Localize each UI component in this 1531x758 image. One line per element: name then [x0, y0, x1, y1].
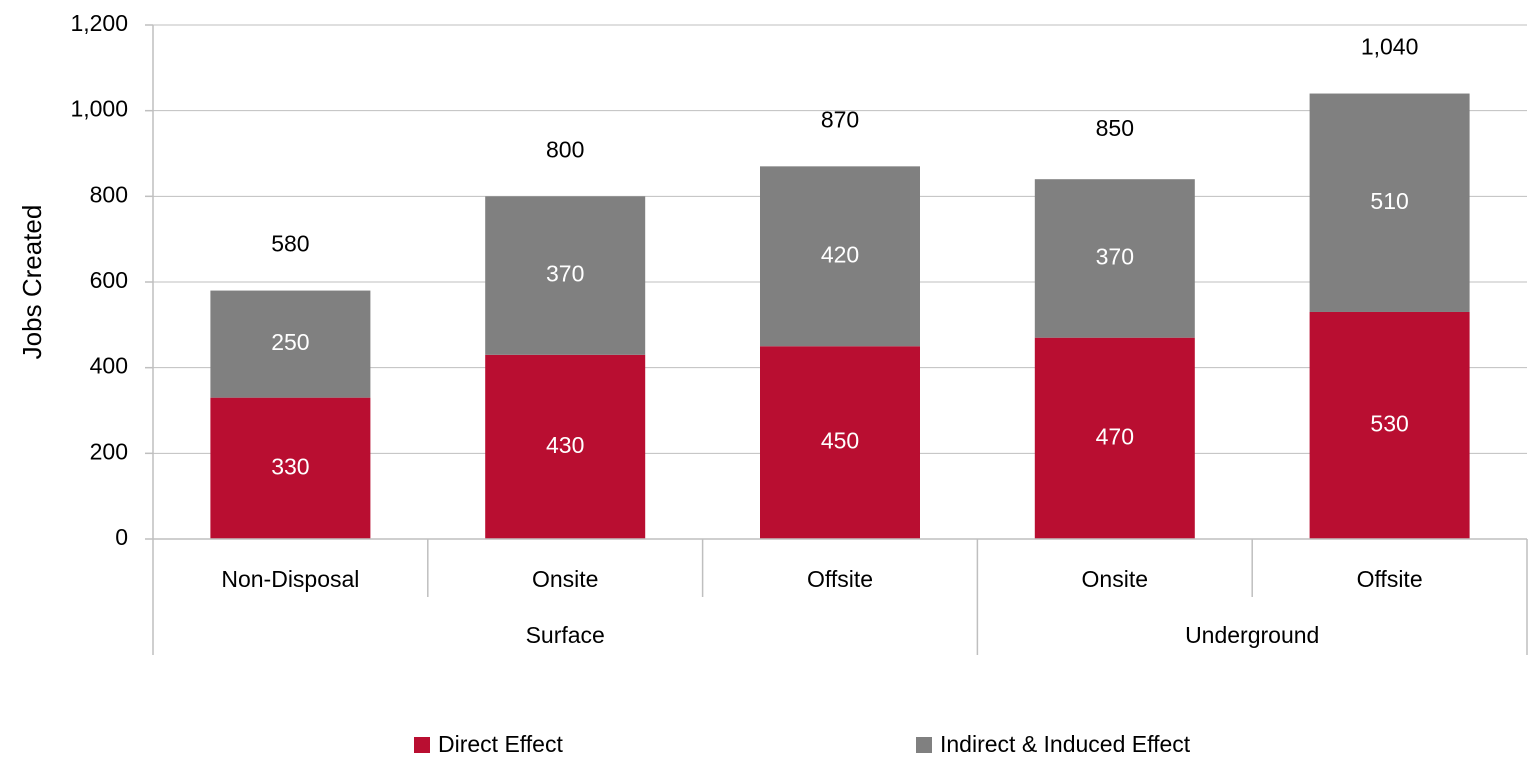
- bar-segment: [1309, 93, 1470, 312]
- group-label: Underground: [1185, 622, 1319, 648]
- group-label: Surface: [526, 622, 605, 648]
- y-tick-label: 0: [115, 524, 128, 550]
- bar-segment: [760, 346, 920, 539]
- y-tick-label: 1,200: [70, 10, 128, 36]
- x-tick-label: Non-Disposal: [221, 566, 359, 592]
- x-tick-label: Onsite: [532, 566, 598, 592]
- y-axis-title: Jobs Created: [17, 205, 47, 360]
- bar-segment: [760, 166, 920, 347]
- bar-segment: [485, 196, 646, 355]
- total-label: 850: [1096, 115, 1134, 141]
- bar-segment: [1309, 311, 1470, 539]
- data-label: 420: [821, 241, 859, 267]
- data-label: 530: [1370, 411, 1408, 437]
- bar-segment: [1034, 337, 1195, 539]
- y-tick-label: 200: [90, 438, 128, 464]
- bar-segment: [210, 397, 371, 539]
- bar-segment: [210, 290, 371, 398]
- total-label: 580: [271, 231, 309, 257]
- legend-swatch: [414, 737, 430, 753]
- y-tick-label: 1,000: [70, 96, 128, 122]
- bar-segment: [1034, 179, 1195, 338]
- data-label: 470: [1096, 423, 1134, 449]
- x-tick-label: Onsite: [1082, 566, 1148, 592]
- total-label: 1,040: [1361, 34, 1419, 60]
- data-label: 330: [271, 453, 309, 479]
- y-tick-label: 400: [90, 353, 128, 379]
- y-tick-label: 800: [90, 181, 128, 207]
- total-label: 870: [821, 106, 859, 132]
- data-label: 250: [271, 329, 309, 355]
- x-tick-label: Offsite: [1357, 566, 1423, 592]
- data-label: 510: [1370, 188, 1408, 214]
- data-label: 450: [821, 428, 859, 454]
- legend-swatch: [916, 737, 932, 753]
- data-label: 370: [546, 261, 584, 287]
- bar-segment: [485, 354, 646, 539]
- legend-label: Indirect & Induced Effect: [940, 731, 1191, 757]
- total-label: 800: [546, 136, 584, 162]
- legend-label: Direct Effect: [438, 731, 563, 757]
- x-tick-label: Offsite: [807, 566, 873, 592]
- data-label: 370: [1096, 244, 1134, 270]
- y-tick-label: 600: [90, 267, 128, 293]
- data-label: 430: [546, 432, 584, 458]
